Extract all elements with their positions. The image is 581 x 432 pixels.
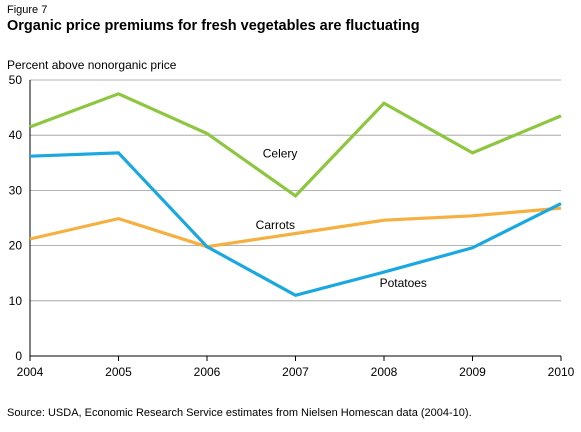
chart-title: Organic price premiums for fresh vegetab… bbox=[7, 18, 420, 34]
y-tick-label: 0 bbox=[15, 349, 22, 363]
y-tick-label: 30 bbox=[9, 183, 23, 197]
x-tick-label: 2008 bbox=[371, 365, 398, 379]
figure-label: Figure 7 bbox=[7, 4, 48, 16]
y-tick-label: 20 bbox=[9, 239, 23, 253]
gridlines bbox=[30, 79, 561, 302]
series-label-potatoes: Potatoes bbox=[380, 276, 427, 290]
x-tick-label: 2004 bbox=[17, 365, 44, 379]
x-tick-label: 2005 bbox=[105, 365, 132, 379]
series-lines bbox=[29, 92, 562, 298]
y-tick-label: 40 bbox=[9, 128, 23, 142]
x-tick-label: 2009 bbox=[459, 365, 486, 379]
x-tick-label: 2007 bbox=[282, 365, 309, 379]
source-note: Source: USDA, Economic Research Service … bbox=[7, 407, 472, 419]
series-line-carrots bbox=[29, 206, 562, 249]
series-line-potatoes bbox=[29, 151, 562, 298]
x-tick-label: 2010 bbox=[548, 365, 575, 379]
x-tick-label: 2006 bbox=[194, 365, 221, 379]
axes: 0 10 20 30 40 50 2004 2005 2006 2007 2008 2009 2010 bbox=[9, 73, 575, 379]
y-axis-title: Percent above nonorganic price bbox=[7, 58, 177, 72]
y-tick-label: 10 bbox=[9, 294, 23, 308]
series-labels: Celery Carrots Potatoes bbox=[256, 146, 427, 290]
series-line-celery bbox=[29, 92, 562, 199]
series-label-celery: Celery bbox=[263, 146, 298, 160]
y-tick-label: 50 bbox=[9, 73, 23, 87]
series-label-carrots: Carrots bbox=[256, 218, 295, 232]
